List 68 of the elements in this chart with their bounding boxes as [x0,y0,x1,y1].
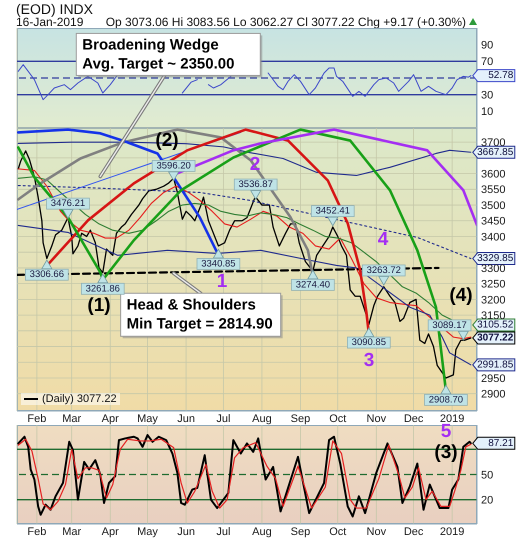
x-tick-label: Jul [216,526,230,538]
x-tick-label: Feb [27,412,46,425]
data-label: 3596.20 [156,160,191,172]
y-tick-label: 3600 [481,168,506,180]
data-label: 3261.86 [86,283,120,294]
x-tick-label: Mar [62,412,82,425]
data-label: 3340.85 [201,258,236,270]
data-label: 3077.22 [477,332,514,344]
y-tick-label: 3200 [481,294,506,306]
x-tick-label: Jun [177,412,195,425]
data-label: 3329.85 [477,253,514,264]
x-tick-label: Apr [102,412,120,425]
x-tick-label: Oct [329,526,346,538]
data-label: 52.78 [488,70,514,82]
y-tick-label: 30 [481,90,494,102]
x-tick-label: Dec [404,412,424,425]
annotation: Op 3073.06 Hi 3083.56 Lo 3062.27 Cl 3077.22 Chg +9.17 (+0.30%) [106,15,466,29]
data-label: 87.21 [488,438,514,449]
y-tick-label: 3250 [481,278,506,291]
y-tick-label: 2900 [481,388,506,401]
y-tick-label: 10 [481,106,494,118]
data-label: 2991.85 [477,359,514,370]
x-tick-label: Mar [62,526,82,538]
annotation: 4 [378,229,388,250]
x-tick-label: Nov [366,526,387,538]
data-label: 3090.85 [352,337,386,348]
x-tick-label: Sep [290,526,310,538]
x-tick-label: Feb [27,526,46,538]
data-label: 3089.17 [432,320,467,331]
y-tick-label: 3500 [481,200,506,212]
x-tick-label: May [137,412,158,425]
x-tick-label: Oct [329,412,346,425]
data-label: 3476.21 [50,198,86,210]
data-label: 2908.70 [428,394,464,406]
y-tick-label: 90 [481,40,494,52]
annotation: 1 [216,271,228,292]
y-tick-label: 3450 [481,216,506,228]
x-tick-label: Aug [252,526,272,538]
annotation: (4) [449,285,473,306]
data-label: 3263.72 [366,264,401,276]
y-tick-label: 70 [481,56,494,68]
data-label: 3667.85 [477,146,514,158]
annotation: 3 [364,350,374,371]
x-tick-label: Apr [102,526,120,538]
annotation: (1) [87,295,111,316]
x-tick-label: Aug [252,412,272,425]
chart-title: (EOD) INDX [16,1,93,17]
x-tick-label: 2019 [440,526,464,538]
data-label: 3306.66 [30,269,64,280]
y-tick-label: 3550 [481,184,506,196]
x-tick-label: Nov [366,412,387,425]
data-label: 3105.52 [477,319,514,330]
data-label: 3452.41 [316,206,350,217]
y-tick-label: 50 [481,469,494,482]
x-tick-label: Sep [290,412,310,425]
data-label: 3274.40 [296,279,330,290]
annotation: Head & Shoulders Min Target = 2814.90 [126,296,273,332]
legend-label: (Daily) 3077.22 [42,393,117,405]
y-tick-label: 3300 [481,262,506,275]
data-label: 3536.87 [238,179,273,190]
y-tick-label: 20 [481,494,494,507]
x-tick-label: May [137,526,158,538]
x-tick-label: Jun [177,526,195,538]
x-tick-label: Jul [216,412,230,425]
y-tick-label: 2950 [481,372,506,385]
annotation: Broadening Wedge Avg. Target ~ 2350.00 [82,36,234,72]
x-tick-label: Dec [404,526,424,538]
y-tick-label: 3400 [481,231,506,244]
